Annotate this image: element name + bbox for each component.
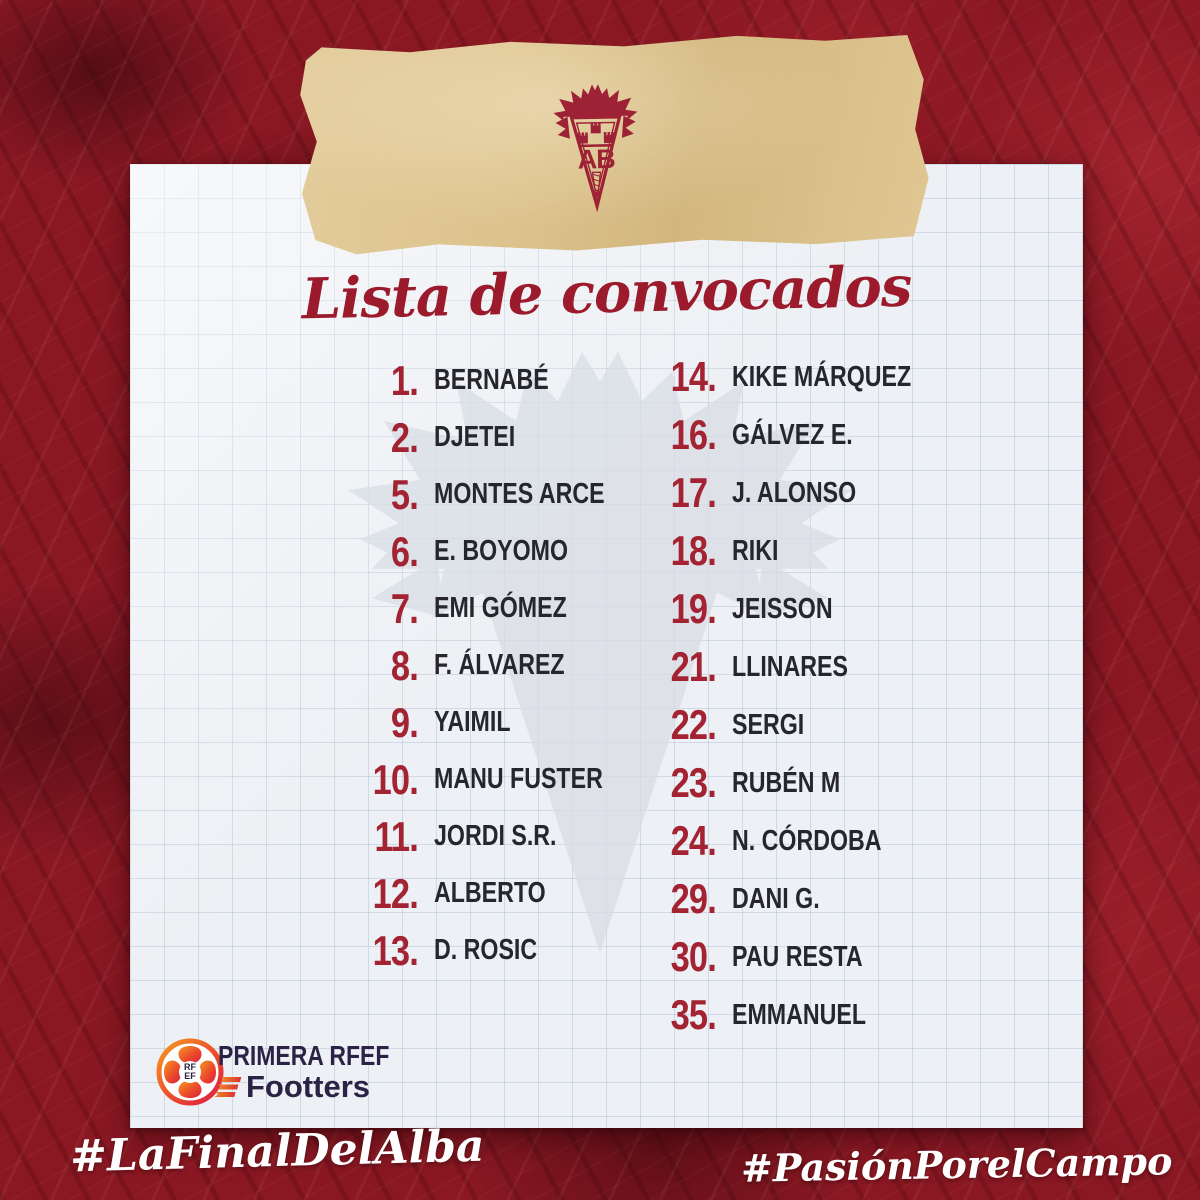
rfef-monogram-bottom: EF bbox=[184, 1071, 196, 1081]
player-name: D. ROSIC bbox=[434, 934, 538, 966]
player-name: EMMANUEL bbox=[732, 998, 867, 1031]
player-number: 30. bbox=[670, 933, 717, 980]
roster-row: 14. KIKE MÁRQUEZ bbox=[588, 348, 956, 406]
player-number: 5. bbox=[390, 470, 419, 518]
player-number: 21. bbox=[670, 643, 717, 690]
roster-row: 19. JEISSON bbox=[588, 580, 956, 638]
roster-column-left: 1. BERNABÉ 2. DJETEI 5. MONTES ARCE 6. E. BOYOM… bbox=[290, 352, 647, 979]
squad-note-paper: Lista de convocados 1. BERNABÉ 2. DJETEI 5. M… bbox=[130, 164, 1083, 1128]
roster-row: 9. YAIMIL bbox=[290, 694, 647, 751]
roster-row: 6. E. BOYOMO bbox=[290, 523, 647, 580]
player-name: DJETEI bbox=[434, 421, 516, 453]
roster-row: 17. J. ALONSO bbox=[588, 464, 956, 522]
player-name: MONTES ARCE bbox=[434, 478, 605, 510]
player-name: DANI G. bbox=[732, 882, 820, 915]
player-name: YAIMIL bbox=[434, 706, 511, 738]
player-number: 1. bbox=[390, 356, 419, 404]
player-name: F. ÁLVAREZ bbox=[434, 649, 565, 681]
player-name: GÁLVEZ E. bbox=[732, 418, 853, 451]
roster-column-right: 14. KIKE MÁRQUEZ 16. GÁLVEZ E. 17. J. ALONSO 1… bbox=[588, 348, 956, 1044]
player-number: 11. bbox=[374, 812, 418, 860]
player-name: RIKI bbox=[732, 534, 779, 567]
roster-row: 11. JORDI S.R. bbox=[290, 808, 647, 865]
roster-row: 24. N. CÓRDOBA bbox=[588, 812, 956, 870]
player-name: RUBÉN M bbox=[732, 766, 841, 799]
player-number: 13. bbox=[372, 926, 419, 974]
player-name: EMI GÓMEZ bbox=[434, 592, 567, 624]
player-name: N. CÓRDOBA bbox=[732, 824, 882, 857]
player-name: J. ALONSO bbox=[732, 476, 857, 509]
footters-label: Footters bbox=[246, 1069, 370, 1104]
player-number: 35. bbox=[670, 991, 717, 1038]
player-name: PAU RESTA bbox=[732, 940, 863, 973]
page-title: Lista de convocados bbox=[301, 253, 912, 333]
player-number: 19. bbox=[670, 585, 717, 632]
player-number: 6. bbox=[390, 527, 419, 575]
roster-row: 2. DJETEI bbox=[290, 409, 647, 466]
roster-row: 10. MANU FUSTER bbox=[290, 751, 647, 808]
roster-row: 1. BERNABÉ bbox=[290, 352, 647, 409]
roster-row: 7. EMI GÓMEZ bbox=[290, 580, 647, 637]
roster-row: 22. SERGI bbox=[588, 696, 956, 754]
player-number: 10. bbox=[372, 755, 419, 803]
albacete-crest-icon: AB bbox=[545, 81, 647, 223]
player-number: 24. bbox=[670, 817, 717, 864]
roster-row: 5. MONTES ARCE bbox=[290, 466, 647, 523]
player-number: 22. bbox=[670, 701, 717, 748]
player-number: 12. bbox=[372, 869, 419, 917]
roster-row: 13. D. ROSIC bbox=[290, 922, 647, 979]
player-name: JORDI S.R. bbox=[434, 820, 557, 852]
roster-row: 21. LLINARES bbox=[588, 638, 956, 696]
player-number: 18. bbox=[670, 527, 717, 574]
hashtag-left: #LaFinalDelAlba bbox=[69, 1120, 486, 1183]
player-name: ALBERTO bbox=[434, 877, 546, 909]
player-number: 7. bbox=[390, 584, 419, 632]
roster-row: 18. RIKI bbox=[588, 522, 956, 580]
masking-tape: AB bbox=[296, 33, 930, 258]
roster-row: 12. ALBERTO bbox=[290, 865, 647, 922]
player-number: 8. bbox=[390, 641, 419, 689]
player-name: E. BOYOMO bbox=[434, 535, 569, 567]
player-name: MANU FUSTER bbox=[434, 763, 603, 795]
svg-text:AB: AB bbox=[577, 144, 615, 175]
roster-row: 35. EMMANUEL bbox=[588, 986, 956, 1044]
footters-stripes-icon bbox=[214, 1077, 242, 1097]
footters-logo: Footters bbox=[214, 1069, 370, 1105]
player-number: 23. bbox=[670, 759, 717, 806]
player-name: LLINARES bbox=[732, 650, 848, 683]
roster-row: 16. GÁLVEZ E. bbox=[588, 406, 956, 464]
player-number: 2. bbox=[390, 413, 419, 461]
player-number: 16. bbox=[670, 411, 717, 458]
roster-row: 30. PAU RESTA bbox=[588, 928, 956, 986]
hashtag-right: #PasiónPorelCampo bbox=[740, 1138, 1173, 1191]
primera-rfef-label: PRIMERA RFEF bbox=[218, 1040, 390, 1071]
roster-row: 23. RUBÉN M bbox=[588, 754, 956, 812]
rfef-logo: RF EF bbox=[156, 1038, 224, 1106]
player-name: SERGI bbox=[732, 708, 805, 741]
roster-row: 8. F. ÁLVAREZ bbox=[290, 637, 647, 694]
player-number: 14. bbox=[670, 353, 717, 400]
player-name: KIKE MÁRQUEZ bbox=[732, 360, 912, 393]
player-number: 9. bbox=[390, 698, 419, 746]
player-name: JEISSON bbox=[732, 592, 833, 625]
player-number: 29. bbox=[670, 875, 717, 922]
player-name: BERNABÉ bbox=[434, 364, 549, 396]
roster-row: 29. DANI G. bbox=[588, 870, 956, 928]
rfef-monogram-top: RF bbox=[184, 1062, 196, 1072]
player-number: 17. bbox=[670, 469, 717, 516]
